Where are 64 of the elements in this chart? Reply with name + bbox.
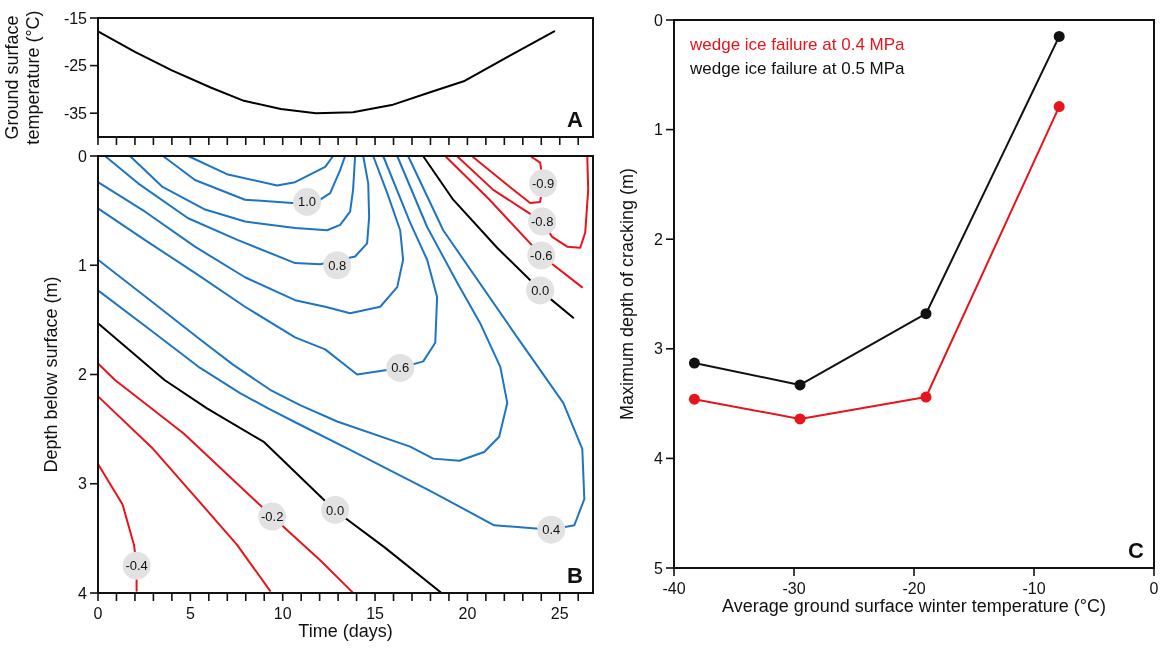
y-tick-label: -15 xyxy=(63,9,88,27)
x-tick-label: -10 xyxy=(1022,580,1046,597)
y-axis-title: Ground surface temperature (°C) xyxy=(2,10,44,145)
x-tick-label: 0 xyxy=(1149,580,1159,597)
annotation: 0.0 xyxy=(531,282,550,298)
annotation: A xyxy=(567,107,584,132)
annotation: 0.0 xyxy=(326,502,345,518)
x-tick-label: -30 xyxy=(782,580,806,597)
line-series xyxy=(97,362,354,593)
line-series xyxy=(97,30,556,115)
line-series xyxy=(128,155,357,232)
y-tick-label: -25 xyxy=(63,57,88,75)
annotation: -0.8 xyxy=(531,214,554,230)
x-tick-label: 20 xyxy=(458,605,477,622)
y-axis-title: Maximum depth of cracking (m) xyxy=(617,167,638,421)
point xyxy=(794,413,806,425)
y-tick-label: 3 xyxy=(78,475,88,493)
point xyxy=(794,379,806,391)
x-tick-label: 10 xyxy=(273,605,292,622)
line-series xyxy=(162,155,347,204)
y-tick-label: 0 xyxy=(654,11,664,29)
x-tick-label: -20 xyxy=(902,580,926,597)
x-tick-label: 15 xyxy=(366,605,385,622)
y-tick-label: 0 xyxy=(78,147,88,165)
x-tick-label: 0 xyxy=(93,605,103,622)
annotation: -0.6 xyxy=(530,247,553,263)
annotation: -0.9 xyxy=(531,175,555,191)
y-tick-label: 1 xyxy=(78,256,88,274)
annotation: -0.2 xyxy=(260,509,284,525)
line-series xyxy=(422,155,575,319)
y-tick-label: 5 xyxy=(654,559,664,577)
line-series xyxy=(97,322,443,594)
y-tick-label: 2 xyxy=(654,230,664,248)
annotation: 1.0 xyxy=(298,194,317,210)
annotation: C xyxy=(1128,538,1145,563)
text: wedge ice failure at 0.4 MPa xyxy=(689,35,906,54)
y-tick-label: -35 xyxy=(63,104,88,122)
point xyxy=(1053,30,1065,42)
y-tick-label: 1 xyxy=(654,121,664,139)
annotation: B xyxy=(567,563,583,588)
y-tick-label: 4 xyxy=(78,584,88,602)
line-series xyxy=(187,155,335,187)
x-axis-title: Time (days) xyxy=(298,621,393,641)
annotation: 0.6 xyxy=(391,360,410,376)
x-axis-title: Average ground surface winter temperature (°C) xyxy=(721,596,1107,616)
annotation: 0.4 xyxy=(542,522,561,538)
line-series xyxy=(97,155,405,315)
x-tick-label: -40 xyxy=(662,580,686,597)
line-series xyxy=(455,155,590,249)
annotation: -0.4 xyxy=(125,558,148,574)
y-tick-label: 3 xyxy=(654,340,664,358)
text: wedge ice failure at 0.5 MPa xyxy=(689,59,906,78)
x-tick-label: 5 xyxy=(185,605,195,622)
point xyxy=(688,393,700,405)
point xyxy=(688,357,700,369)
y-axis-title: Depth below surface (m) xyxy=(41,276,62,473)
annotation: 0.8 xyxy=(328,257,347,273)
y-tick-label: 2 xyxy=(78,366,88,384)
point xyxy=(1053,101,1065,113)
x-tick-label: 25 xyxy=(550,605,569,622)
y-tick-label: 4 xyxy=(654,450,664,467)
line-series xyxy=(97,155,509,462)
point xyxy=(920,308,932,320)
point xyxy=(920,391,932,403)
